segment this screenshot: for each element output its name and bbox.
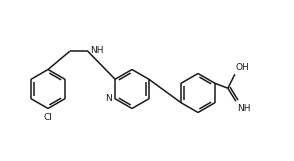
Text: OH: OH xyxy=(236,63,250,72)
Text: N: N xyxy=(105,94,112,103)
Text: NH: NH xyxy=(90,46,103,55)
Text: Cl: Cl xyxy=(44,113,52,122)
Text: NH: NH xyxy=(237,104,250,113)
